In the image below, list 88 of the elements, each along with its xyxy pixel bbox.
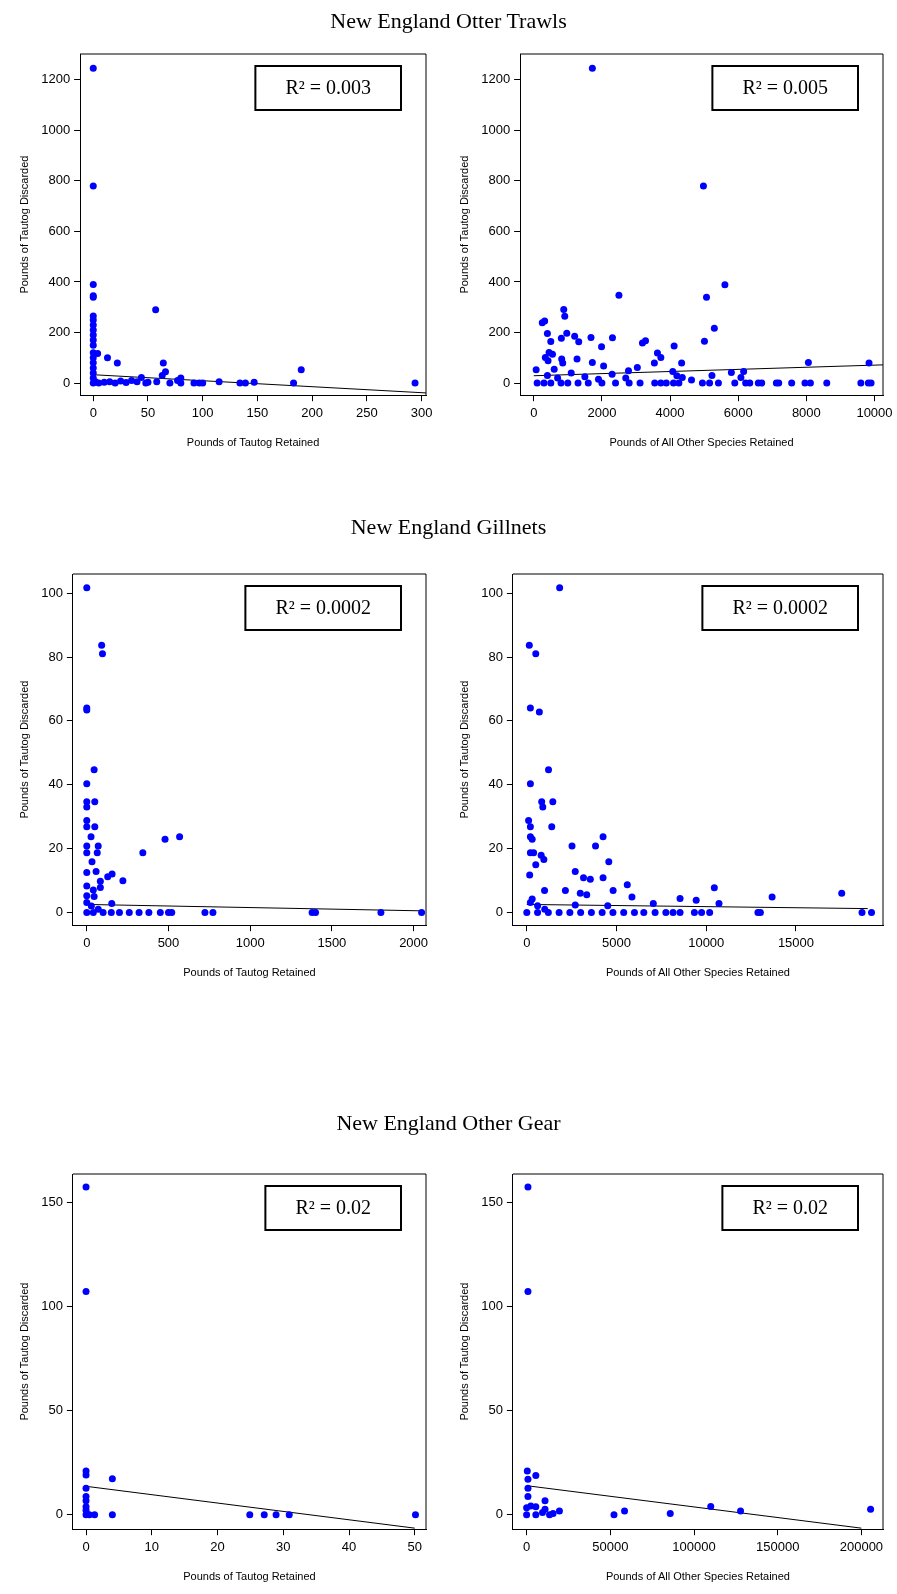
annotation: R² = 0.005 bbox=[742, 76, 828, 99]
y-tick-label: 0 bbox=[55, 1506, 63, 1522]
x-axis-title: Pounds of All Other Species Retained bbox=[609, 436, 794, 449]
x-tick-label: 0 bbox=[530, 404, 538, 420]
x-tick-label: 0 bbox=[523, 934, 531, 950]
y-axis-title: Pounds of Tautog Discarded bbox=[17, 155, 30, 294]
x-tick-label: 5000 bbox=[602, 934, 631, 950]
x-tick-label: 10 bbox=[144, 1538, 160, 1554]
x-tick-label: 100000 bbox=[672, 1538, 716, 1554]
x-tick-label: 2000 bbox=[587, 404, 617, 420]
x-tick-label: 20 bbox=[210, 1538, 225, 1554]
x-tick-label: 15000 bbox=[777, 934, 815, 950]
x-tick-label: 300 bbox=[410, 404, 433, 420]
x-axis-title: Pounds of All Other Species Retained bbox=[605, 1570, 790, 1583]
chart-title: New England Otter Trawls bbox=[329, 8, 568, 34]
y-tick-label: 0 bbox=[495, 904, 503, 920]
y-tick-label: 150 bbox=[41, 1193, 63, 1209]
y-tick-label: 100 bbox=[481, 1298, 503, 1313]
x-tick-label: 150000 bbox=[756, 1538, 800, 1554]
x-tick-label: 6000 bbox=[723, 404, 753, 420]
x-tick-label: 0 bbox=[523, 1538, 531, 1554]
x-axis-title: Pounds of Tautog Retained bbox=[186, 436, 320, 449]
y-tick-label: 1000 bbox=[481, 121, 511, 137]
y-tick-label: 600 bbox=[488, 223, 511, 238]
annotation: R² = 0.0002 bbox=[275, 596, 371, 619]
x-tick-label: 200000 bbox=[839, 1538, 884, 1554]
y-tick-label: 100 bbox=[481, 584, 503, 600]
y-tick-label: 0 bbox=[62, 374, 71, 390]
x-axis-title: Pounds of All Other Species Retained bbox=[605, 966, 790, 979]
x-tick-label: 1000 bbox=[235, 934, 265, 950]
x-tick-label: 0 bbox=[82, 1538, 90, 1554]
y-tick-label: 150 bbox=[481, 1193, 503, 1209]
annotation: R² = 0.02 bbox=[295, 1196, 371, 1219]
x-tick-label: 4000 bbox=[655, 404, 685, 420]
annotation: R² = 0.003 bbox=[285, 76, 371, 99]
y-tick-label: 100 bbox=[41, 1298, 63, 1313]
x-tick-label: 500 bbox=[157, 934, 180, 950]
x-tick-label: 50 bbox=[407, 1538, 423, 1554]
x-tick-label: 150 bbox=[246, 404, 269, 420]
x-tick-label: 30 bbox=[276, 1538, 291, 1554]
y-tick-label: 0 bbox=[502, 374, 511, 390]
y-tick-label: 0 bbox=[495, 1506, 503, 1522]
x-tick-label: 0 bbox=[83, 934, 91, 950]
y-tick-label: 20 bbox=[488, 840, 503, 856]
x-axis-title: Pounds of Tautog Retained bbox=[183, 1570, 316, 1583]
y-tick-label: 800 bbox=[48, 172, 71, 188]
y-axis-title: Pounds of Tautog Discarded bbox=[17, 680, 30, 819]
x-tick-label: 0 bbox=[89, 404, 97, 420]
y-tick-label: 80 bbox=[488, 648, 503, 664]
y-tick-label: 400 bbox=[48, 273, 71, 289]
y-tick-label: 400 bbox=[488, 273, 511, 289]
y-tick-label: 600 bbox=[48, 223, 71, 238]
y-tick-label: 1200 bbox=[481, 71, 511, 87]
y-tick-label: 1000 bbox=[41, 121, 71, 137]
y-tick-label: 20 bbox=[48, 840, 63, 856]
x-tick-label: 1500 bbox=[317, 934, 347, 950]
chart-title: New England Other Gear bbox=[335, 1110, 562, 1136]
x-tick-label: 2000 bbox=[399, 934, 429, 950]
x-tick-label: 10000 bbox=[688, 934, 725, 950]
chart-title: New England Gillnets bbox=[349, 514, 548, 540]
y-tick-label: 60 bbox=[48, 712, 63, 728]
y-tick-label: 40 bbox=[488, 776, 503, 792]
x-tick-label: 40 bbox=[341, 1538, 357, 1554]
y-axis-title: Pounds of Tautog Discarded bbox=[457, 1282, 470, 1421]
y-tick-label: 100 bbox=[41, 584, 63, 600]
y-axis-title: Pounds of Tautog Discarded bbox=[457, 680, 470, 819]
y-tick-label: 60 bbox=[488, 712, 503, 728]
x-tick-label: 10000 bbox=[856, 404, 893, 420]
y-tick-label: 200 bbox=[488, 324, 511, 340]
y-tick-label: 40 bbox=[48, 776, 63, 792]
x-tick-label: 250 bbox=[356, 404, 378, 420]
y-tick-label: 80 bbox=[48, 648, 63, 664]
x-tick-label: 8000 bbox=[791, 404, 821, 420]
annotation: R² = 0.02 bbox=[752, 1196, 828, 1219]
y-tick-label: 50 bbox=[488, 1402, 503, 1418]
y-tick-label: 200 bbox=[48, 324, 71, 340]
y-tick-label: 1200 bbox=[41, 71, 71, 87]
y-tick-label: 50 bbox=[48, 1402, 63, 1418]
y-axis-title: Pounds of Tautog Discarded bbox=[17, 1282, 30, 1421]
y-axis-title: Pounds of Tautog Discarded bbox=[457, 155, 470, 294]
x-tick-label: 100 bbox=[191, 404, 214, 420]
x-axis-title: Pounds of Tautog Retained bbox=[183, 966, 316, 979]
x-tick-label: 50000 bbox=[592, 1538, 629, 1554]
y-tick-label: 0 bbox=[55, 904, 63, 920]
x-tick-label: 200 bbox=[301, 404, 324, 420]
y-tick-label: 800 bbox=[488, 172, 511, 188]
annotation: R² = 0.0002 bbox=[732, 596, 828, 619]
x-tick-label: 50 bbox=[140, 404, 156, 420]
